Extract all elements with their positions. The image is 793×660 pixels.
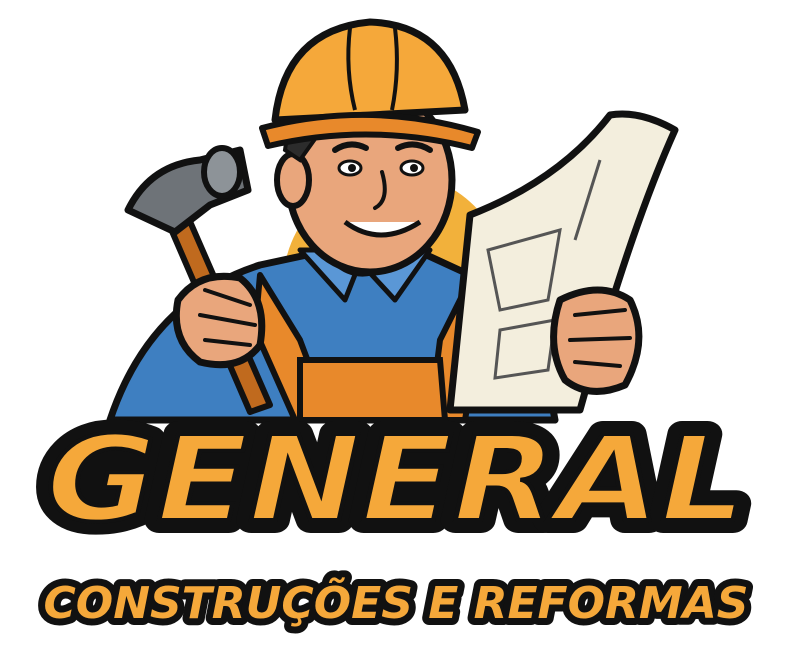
brand-name-outline: GENERAL: [46, 410, 746, 548]
hammer-icon: [124, 145, 273, 415]
brand-tagline-outline: CONSTRUÇÕES E REFORMAS: [44, 576, 749, 629]
blueprint-icon: [446, 110, 679, 414]
brand-tagline: CONSTRUÇÕES E REFORMAS: [44, 576, 749, 629]
brand-wordmark: GENERAL GENERAL CONSTRUÇÕES E REFORMAS C…: [33, 397, 759, 636]
brand-name: GENERAL: [46, 410, 746, 548]
